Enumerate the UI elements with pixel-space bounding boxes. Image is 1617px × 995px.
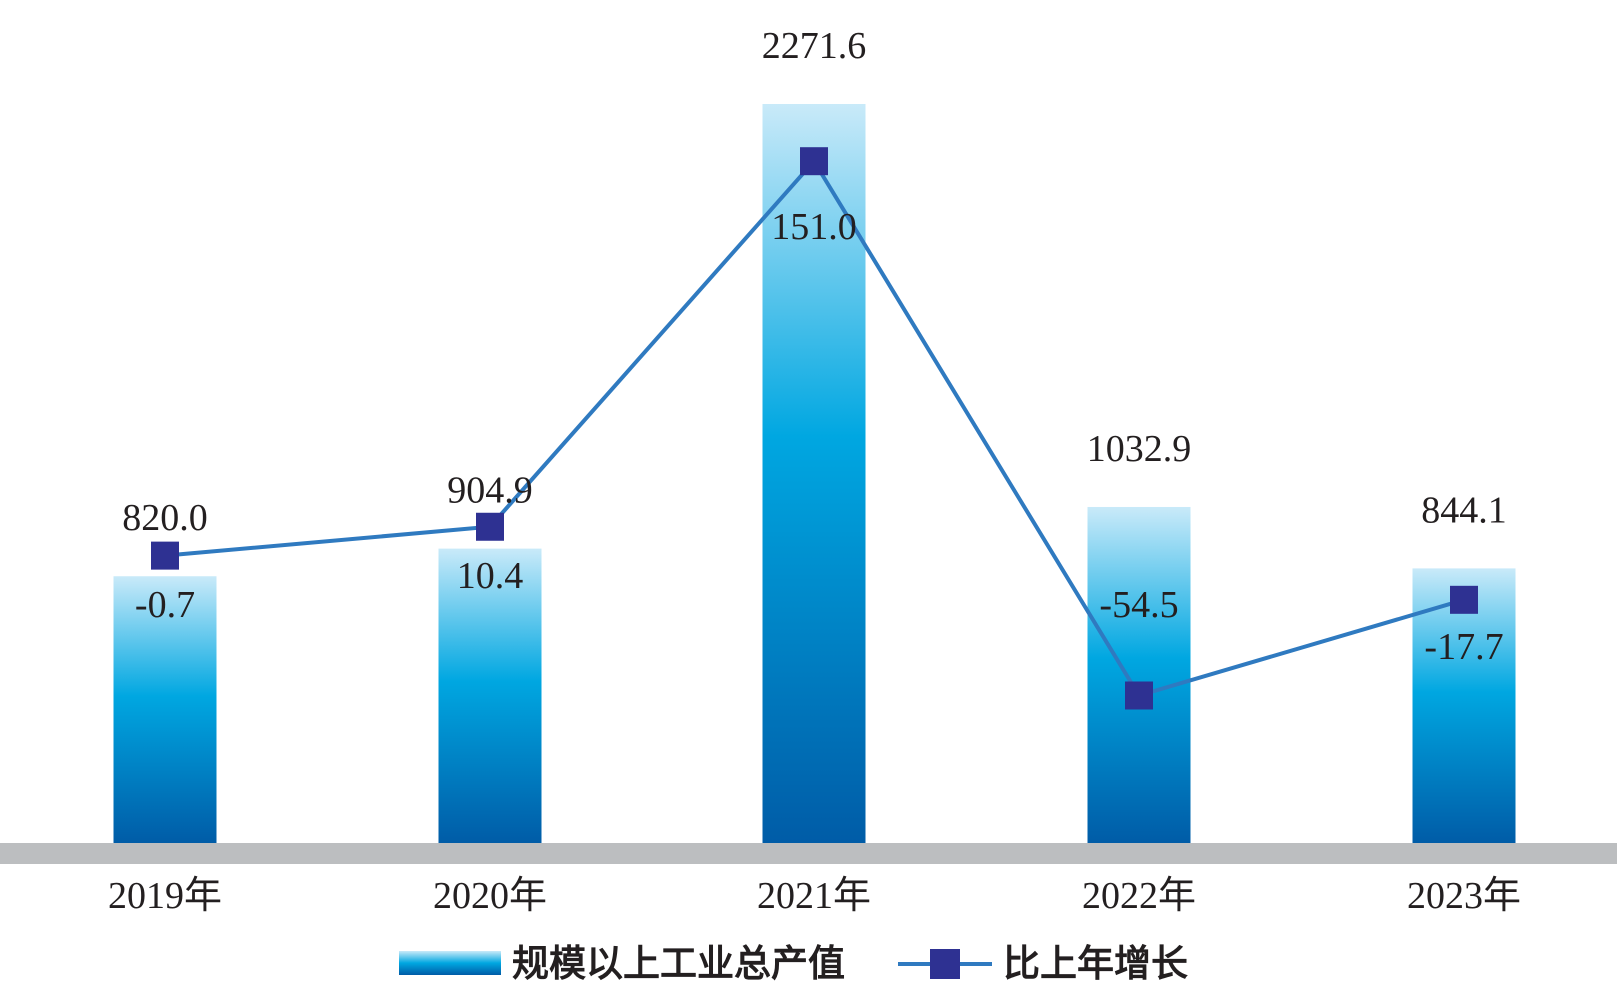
line-layer — [151, 147, 1478, 710]
x-tick-label-0: 2019年 — [108, 875, 222, 917]
legend-line-label: 比上年增长 — [1003, 942, 1188, 985]
x-axis-band — [0, 843, 1617, 864]
bar-0 — [113, 576, 217, 843]
bar-value-label-1: 904.9 — [447, 470, 533, 512]
bar-3 — [1087, 506, 1191, 843]
growth-value-label-0: -0.7 — [135, 584, 195, 626]
legend-bar-label: 规模以上工业总产值 — [512, 942, 845, 985]
bar-value-label-4: 844.1 — [1421, 489, 1507, 531]
legend-bar-swatch — [399, 951, 501, 975]
bar-1 — [438, 548, 542, 843]
growth-marker-4 — [1450, 585, 1478, 614]
growth-marker-2 — [800, 147, 828, 176]
growth-marker-1 — [476, 512, 504, 541]
legend-line-marker — [930, 949, 960, 979]
labels-layer: 820.0 904.9 2271.6 1032.9 844.1 -0.7 10.4 151.0… — [122, 25, 1507, 668]
bar-value-label-2: 2271.6 — [762, 25, 867, 67]
bar-4 — [1412, 568, 1516, 843]
growth-marker-0 — [151, 541, 179, 570]
growth-marker-3 — [1125, 681, 1153, 710]
growth-value-label-3: -54.5 — [1099, 584, 1178, 626]
x-tick-label-3: 2022年 — [1082, 875, 1196, 917]
bars-layer — [113, 104, 1516, 843]
growth-value-label-1: 10.4 — [457, 555, 524, 597]
x-tick-label-4: 2023年 — [1407, 875, 1521, 917]
x-tick-label-2: 2021年 — [757, 875, 871, 917]
x-tick-label-1: 2020年 — [433, 875, 547, 917]
x-ticks-layer: 2019年 2020年 2021年 2022年 2023年 — [108, 875, 1521, 917]
bar-2 — [762, 104, 866, 843]
growth-value-label-2: 151.0 — [771, 206, 857, 248]
bar-value-label-0: 820.0 — [122, 497, 208, 539]
bar-value-label-3: 1032.9 — [1087, 428, 1192, 470]
growth-value-label-4: -17.7 — [1424, 626, 1503, 668]
legend: 规模以上工业总产值 比上年增长 — [399, 942, 1188, 985]
